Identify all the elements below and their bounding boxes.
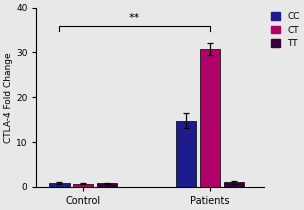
Legend: CC, CT, TT: CC, CT, TT <box>271 12 300 48</box>
Bar <box>223 182 244 187</box>
Bar <box>73 184 93 187</box>
Bar <box>176 121 196 187</box>
Bar <box>200 49 220 187</box>
Bar <box>49 183 70 187</box>
Y-axis label: CTLA-4 Fold Change: CTLA-4 Fold Change <box>4 52 13 143</box>
Text: **: ** <box>129 13 140 23</box>
Bar <box>97 184 117 187</box>
